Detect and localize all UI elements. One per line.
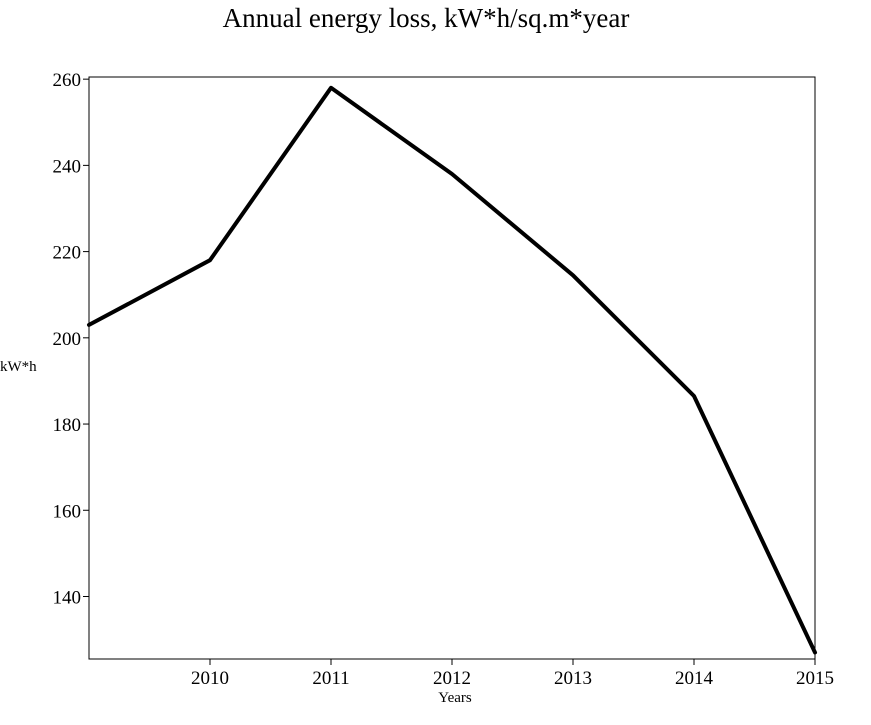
x-tick-label: 2014 — [675, 668, 714, 689]
x-axis-label: Years — [438, 690, 472, 706]
y-tick-label: 220 — [53, 243, 82, 264]
series-points — [88, 87, 816, 653]
x-tick-label: 2015 — [796, 668, 834, 689]
plot-area-frame — [88, 76, 816, 660]
y-axis: 140 160 180 200 220 240 260 — [53, 70, 89, 608]
x-axis: 2010 2011 2012 2013 2014 2015 — [191, 659, 834, 689]
series-line — [87, 85, 817, 655]
y-tick-label: 160 — [53, 501, 82, 522]
y-tick-label: 240 — [53, 156, 82, 177]
x-tick-label: 2013 — [554, 668, 592, 689]
y-axis-label: kW*h — [0, 359, 37, 375]
x-tick-label: 2010 — [191, 668, 229, 689]
y-tick-label: 140 — [53, 587, 82, 608]
y-tick-label: 260 — [53, 70, 82, 91]
y-tick-label: 200 — [53, 329, 82, 350]
chart-title: Annual energy loss, kW*h/sq.m*year — [223, 3, 630, 33]
y-tick-label: 180 — [53, 415, 82, 436]
x-tick-label: 2012 — [433, 668, 471, 689]
x-tick-label: 2011 — [312, 668, 349, 689]
